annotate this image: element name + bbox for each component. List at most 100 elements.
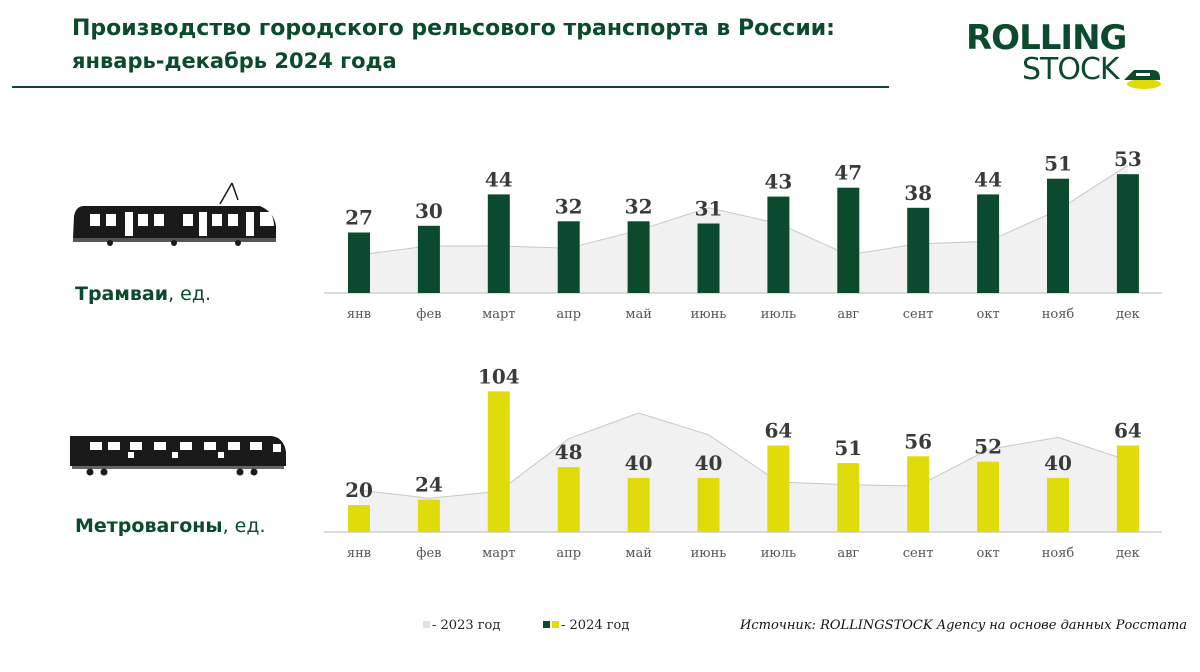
tram-section-label: Трамваи, ед. [75, 283, 211, 305]
metro-line-2023 [358, 412, 1129, 499]
tram-label-unit: , ед. [168, 283, 212, 305]
metro-bar-7 [837, 463, 860, 532]
tram-bar-4 [627, 221, 650, 293]
tram-tick-11: дек [1116, 307, 1140, 322]
metro-bar-0 [348, 505, 370, 532]
tram-value-label-10: 51 [1044, 152, 1072, 176]
metro-value-label-5: 40 [695, 451, 723, 475]
title-divider [12, 86, 889, 88]
metro-tick-4: май [625, 546, 652, 561]
legend-2024: - 2024 год [543, 618, 629, 633]
metro-tick-6: июль [761, 546, 796, 561]
metro-value-label-10: 40 [1044, 451, 1072, 475]
metro-tick-8: сент [903, 546, 934, 561]
metro-tick-1: фев [416, 546, 441, 561]
metro-bar-1 [417, 499, 440, 532]
tram-bar-8 [907, 207, 930, 293]
tram-value-label-6: 43 [764, 170, 792, 194]
metro-tick-0: янв [347, 546, 371, 561]
tram-bar-6 [767, 196, 790, 293]
tram-area-2023 [359, 165, 1128, 293]
legend-2024-label: - 2024 год [561, 618, 630, 633]
logo-line-1: ROLLING [966, 18, 1127, 58]
tram-tick-8: сент [903, 307, 934, 322]
metro-value-label-0: 20 [345, 478, 373, 502]
tram-value-label-7: 47 [834, 161, 862, 185]
legend-2023-label: - 2023 год [432, 618, 501, 633]
metro-bar-3 [557, 467, 580, 532]
tram-bar-11 [1116, 174, 1139, 293]
metro-car-icon [70, 436, 286, 476]
tram-tick-7: авг [837, 307, 859, 322]
metro-bar-4 [627, 477, 650, 532]
tram-bar-3 [557, 221, 580, 293]
tram-value-label-3: 32 [555, 194, 583, 218]
legend-2023-swatch [423, 621, 430, 628]
metro-tick-11: дек [1116, 546, 1140, 561]
metro-bar-8 [907, 456, 930, 532]
tram-line-2023 [358, 164, 1129, 256]
logo-line-2: STOCK [1022, 52, 1120, 87]
metro-value-label-8: 56 [904, 429, 932, 453]
tram-tick-4: май [625, 307, 652, 322]
tram-value-label-8: 38 [904, 181, 932, 205]
legend-2023: - 2023 год [423, 618, 500, 633]
tram-tick-5: июнь [691, 307, 727, 322]
page-subtitle: январь-декабрь 2024 года [72, 49, 397, 73]
tram-tick-10: нояб [1042, 307, 1075, 322]
logo-train-icon [1124, 70, 1161, 89]
tram-bar-0 [348, 232, 370, 293]
legend-2024-swatch-metro [552, 621, 559, 628]
tram-tick-3: апр [556, 307, 581, 322]
legend-2024-swatch-tram [543, 621, 550, 628]
tram-value-label-9: 44 [974, 167, 1002, 191]
metro-bar-2 [487, 391, 510, 532]
source-note: Источник: ROLLINGSTOCK Agency на основе … [740, 618, 1188, 633]
tram-bar-7 [837, 187, 860, 293]
tram-value-label-0: 27 [345, 206, 373, 230]
metro-tick-5: июнь [691, 546, 727, 561]
metro-value-label-3: 48 [555, 440, 583, 464]
tram-value-label-4: 32 [625, 194, 653, 218]
tram-label-bold: Трамваи [75, 283, 169, 305]
metro-label-unit: , ед. [222, 515, 266, 537]
tram-value-label-2: 44 [485, 167, 513, 191]
tram-bar-10 [1047, 178, 1069, 293]
tram-bar-5 [697, 223, 720, 293]
metro-value-label-1: 24 [415, 473, 443, 497]
tram-tick-1: фев [416, 307, 441, 322]
tram-value-label-5: 31 [695, 197, 723, 221]
metro-tick-10: нояб [1042, 546, 1075, 561]
metro-bar-6 [767, 445, 790, 532]
page-title: Производство городского рельсового транс… [72, 16, 835, 41]
tram-icon [73, 182, 276, 246]
metro-section-label: Метровагоны, ед. [75, 515, 266, 537]
metro-tick-7: авг [837, 546, 859, 561]
metro-value-label-4: 40 [625, 451, 653, 475]
metro-label-bold: Метровагоны [75, 515, 223, 537]
metro-value-label-9: 52 [974, 435, 1002, 459]
metro-value-label-7: 51 [834, 436, 862, 460]
tram-tick-0: янв [347, 307, 371, 322]
tram-bar-1 [417, 225, 440, 293]
metro-value-label-2: 104 [478, 364, 520, 388]
tram-value-label-11: 53 [1114, 147, 1142, 171]
tram-value-label-1: 30 [415, 199, 443, 223]
tram-tick-9: окт [977, 307, 1000, 322]
metro-area-2023 [359, 413, 1128, 532]
tram-tick-6: июль [761, 307, 796, 322]
metro-value-label-11: 64 [1114, 419, 1142, 443]
tram-bar-2 [487, 194, 510, 293]
metro-tick-2: март [482, 546, 515, 561]
metro-bar-5 [697, 477, 720, 532]
metro-bar-9 [977, 461, 1000, 532]
metro-value-label-6: 64 [764, 419, 792, 443]
tram-bar-9 [977, 194, 1000, 293]
metro-bar-11 [1116, 445, 1139, 532]
rollingstock-logo: ROLLING STOCK [966, 20, 1166, 96]
metro-bar-10 [1047, 477, 1069, 532]
tram-tick-2: март [482, 307, 515, 322]
metro-tick-3: апр [556, 546, 581, 561]
